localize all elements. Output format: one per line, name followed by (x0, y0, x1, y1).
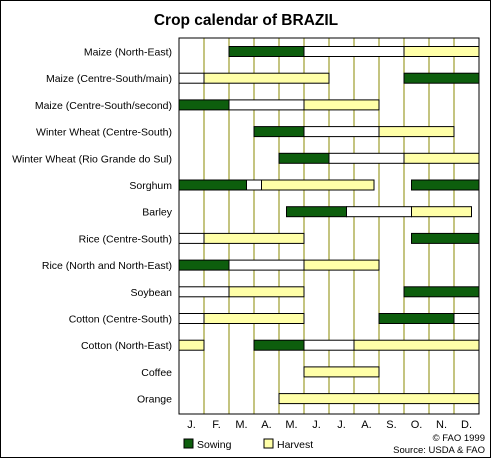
bar-sowing (178, 179, 247, 191)
source-text: Source: USDA & FAO (393, 445, 485, 456)
crop-row (228, 46, 480, 57)
bar-harvest (203, 72, 330, 84)
bar-harvest (261, 179, 375, 191)
bar-sowing (178, 259, 230, 271)
crop-label: Maize (Centre-South/main) (46, 73, 172, 85)
bar-harvest (303, 99, 380, 111)
crop-row (303, 366, 380, 378)
legend-item-harvest: Harvest (263, 438, 313, 451)
bar-growing (246, 179, 262, 191)
month-label: J. (187, 419, 196, 431)
bar-sowing (286, 206, 347, 218)
month-label: S. (386, 419, 396, 431)
crop-label: Barley (142, 207, 173, 219)
month-label: M. (235, 419, 247, 431)
month-label: J. (312, 419, 321, 431)
bar-growing (178, 232, 205, 244)
bar-sowing (278, 152, 330, 164)
bar-harvest (353, 339, 480, 351)
crop-row (278, 152, 480, 164)
bar-harvest (203, 313, 305, 324)
bar-growing (303, 126, 380, 138)
crop-row (178, 99, 380, 111)
bar-sowing (403, 72, 480, 84)
bar-harvest (228, 286, 305, 298)
bar-sowing (411, 179, 480, 191)
bar-growing (303, 339, 355, 351)
bar-harvest (411, 206, 472, 218)
bar-harvest (203, 232, 305, 244)
bar-harvest (303, 366, 380, 378)
bar-sowing (253, 126, 305, 138)
bar-harvest (303, 259, 380, 271)
bar-sowing (253, 339, 305, 351)
bar-growing (303, 46, 405, 57)
chart-title: Crop calendar of BRAZIL (154, 12, 338, 29)
month-label: A. (261, 419, 271, 431)
crop-label: Winter Wheat (Centre-South) (36, 127, 172, 139)
month-label: A. (361, 419, 371, 431)
month-label: D. (461, 419, 472, 431)
bar-growing (228, 99, 305, 111)
crop-label: Winter Wheat (Rio Grande do Sul) (12, 153, 172, 165)
bar-growing (178, 72, 205, 84)
copyright-text: © FAO 1999 (433, 433, 485, 444)
legend-label-sowing: Sowing (197, 439, 232, 451)
crop-row (278, 393, 480, 405)
crop-label: Cotton (North-East) (81, 340, 172, 352)
crop-row (178, 259, 380, 271)
bar-growing (178, 313, 205, 324)
month-label: O. (411, 419, 423, 431)
crop-label: Rice (Centre-South) (79, 233, 172, 245)
bar-harvest (403, 46, 480, 57)
bar-sowing (228, 46, 305, 57)
crop-row (253, 126, 455, 138)
crop-label: Maize (Centre-South/second) (35, 100, 172, 112)
month-label: N. (436, 419, 447, 431)
month-label: J. (337, 419, 346, 431)
month-label: F. (212, 419, 221, 431)
plot-border (178, 37, 480, 415)
crop-label: Orange (137, 394, 172, 406)
crop-label: Rice (North and North-East) (42, 260, 172, 272)
month-labels: J. F. M. A. M. J. J. A. S. O. N. D. (187, 419, 472, 431)
crop-labels: Maize (North-East) Maize (Centre-South/ma… (12, 47, 173, 406)
bar-sowing (411, 232, 480, 244)
legend-item-sowing: Sowing (183, 438, 232, 451)
bar-sowing (178, 99, 230, 111)
bar-growing (228, 259, 305, 271)
crop-label: Coffee (141, 367, 172, 379)
month-label: M. (285, 419, 297, 431)
bar-growing (328, 152, 405, 164)
crop-row (286, 206, 472, 218)
crop-label: Sorghum (129, 180, 172, 192)
crop-label: Soybean (131, 287, 173, 299)
crop-label: Cotton (Centre-South) (69, 314, 172, 326)
crop-row (178, 72, 480, 84)
crop-row (178, 339, 480, 351)
crop-row (178, 179, 480, 191)
bar-harvest (278, 393, 480, 405)
bar-sowing (378, 313, 455, 324)
month-gridlines (203, 38, 455, 414)
bar-harvest (378, 126, 455, 138)
bar-harvest (178, 339, 205, 351)
bar-sowing (403, 286, 480, 298)
crop-bars (178, 46, 480, 405)
legend-swatch-sowing (183, 438, 194, 449)
legend-swatch-harvest (263, 438, 274, 449)
legend: Sowing Harvest (183, 438, 313, 451)
bar-growing (178, 286, 230, 298)
legend-label-harvest: Harvest (277, 439, 313, 451)
bar-growing (346, 206, 412, 218)
bar-harvest (403, 152, 480, 164)
bar-growing (453, 313, 480, 324)
crop-label: Maize (North-East) (84, 47, 172, 59)
